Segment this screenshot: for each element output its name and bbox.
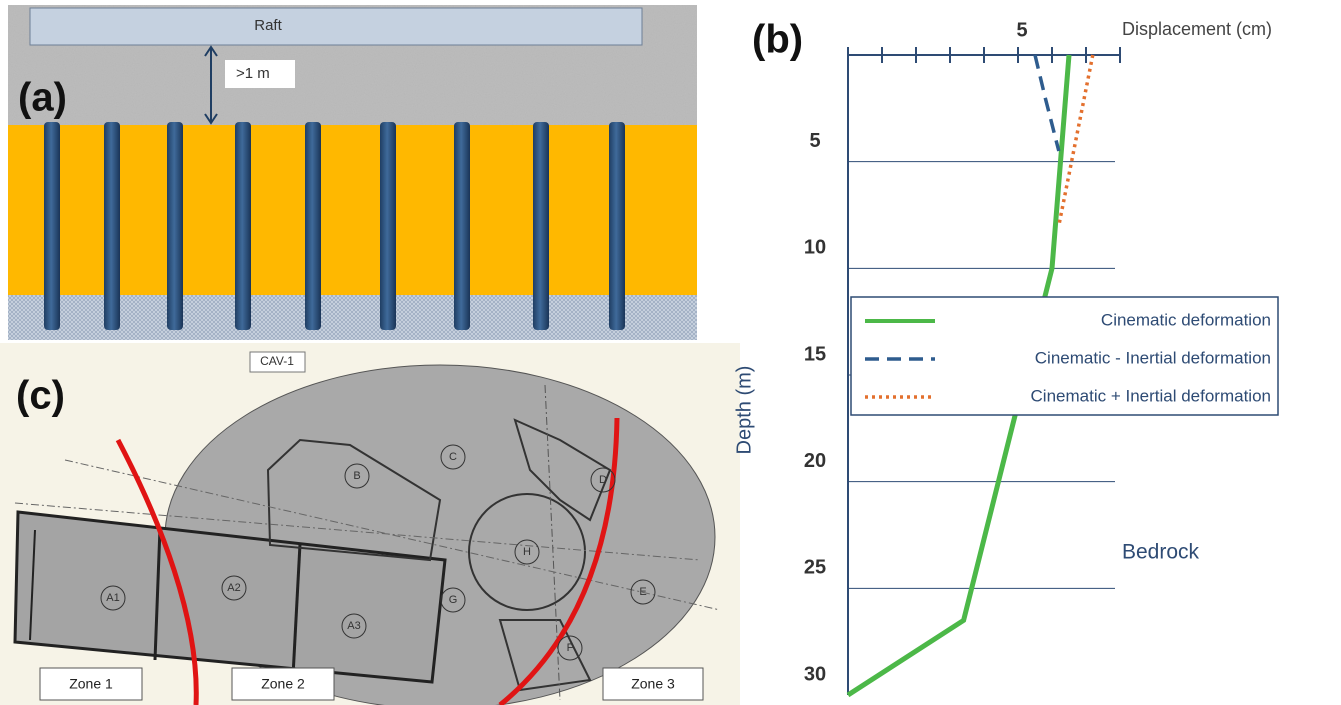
area-label: F: [567, 642, 574, 654]
area-label: D: [599, 474, 607, 486]
pile: [104, 122, 120, 330]
panel-label: (a): [18, 76, 67, 120]
legend-label: Cinematic deformation: [1101, 310, 1271, 329]
pile: [44, 122, 60, 330]
spacing-label: >1 m: [236, 65, 270, 82]
annotation: Bedrock: [1122, 541, 1200, 564]
zone-label: Zone 2: [261, 676, 305, 692]
y-tick-label: 5: [809, 130, 820, 152]
panel-b: (b) Displacement (cm) Depth (m) Bedrock …: [733, 18, 1278, 695]
y-tick-label: 10: [804, 237, 826, 259]
raft-label: Raft: [254, 17, 282, 34]
x-axis-title: Displacement (cm): [1122, 19, 1272, 39]
area-label: C: [449, 451, 457, 463]
zone-label: Zone 1: [69, 676, 113, 692]
area-label: A3: [347, 620, 360, 632]
area-label: H: [523, 546, 531, 558]
panel-a: Raft >1 m (a): [8, 5, 697, 340]
area-label: A2: [227, 582, 240, 594]
series-line: [1035, 55, 1059, 151]
y-tick-label: 30: [804, 663, 826, 685]
y-tick-label: 15: [804, 343, 826, 365]
panel-label: (c): [16, 374, 65, 418]
pile: [380, 122, 396, 330]
pile: [235, 122, 251, 330]
y-axis-title: Depth (m): [733, 366, 755, 455]
y-tick-label: 25: [804, 557, 826, 579]
zone-label: Zone 3: [631, 676, 675, 692]
area-label: A1: [106, 592, 119, 604]
panel-label: (b): [752, 18, 803, 62]
pile: [454, 122, 470, 330]
y-tick-label: 20: [804, 450, 826, 472]
area-label: E: [639, 586, 646, 598]
pile: [305, 122, 321, 330]
pile: [533, 122, 549, 330]
tag-label: CAV-1: [260, 354, 294, 368]
panel-c: A1 A2 A3 B C D E F G H CAV-1 Zone 1 Zone 2 Zone 3 (…: [0, 343, 740, 705]
area-label: G: [449, 594, 458, 606]
x-tick-label: 5: [1016, 19, 1027, 41]
figure: Raft >1 m (a) A1 A2 A3 B C D E F G H CAV-1 Zone 1…: [0, 0, 1341, 705]
pile: [609, 122, 625, 330]
area-label: B: [353, 470, 360, 482]
legend-label: Cinematic - Inertial deformation: [1035, 348, 1271, 367]
legend-label: Cinematic + Inertial deformation: [1031, 386, 1271, 405]
raft: [30, 8, 642, 45]
pile: [167, 122, 183, 330]
